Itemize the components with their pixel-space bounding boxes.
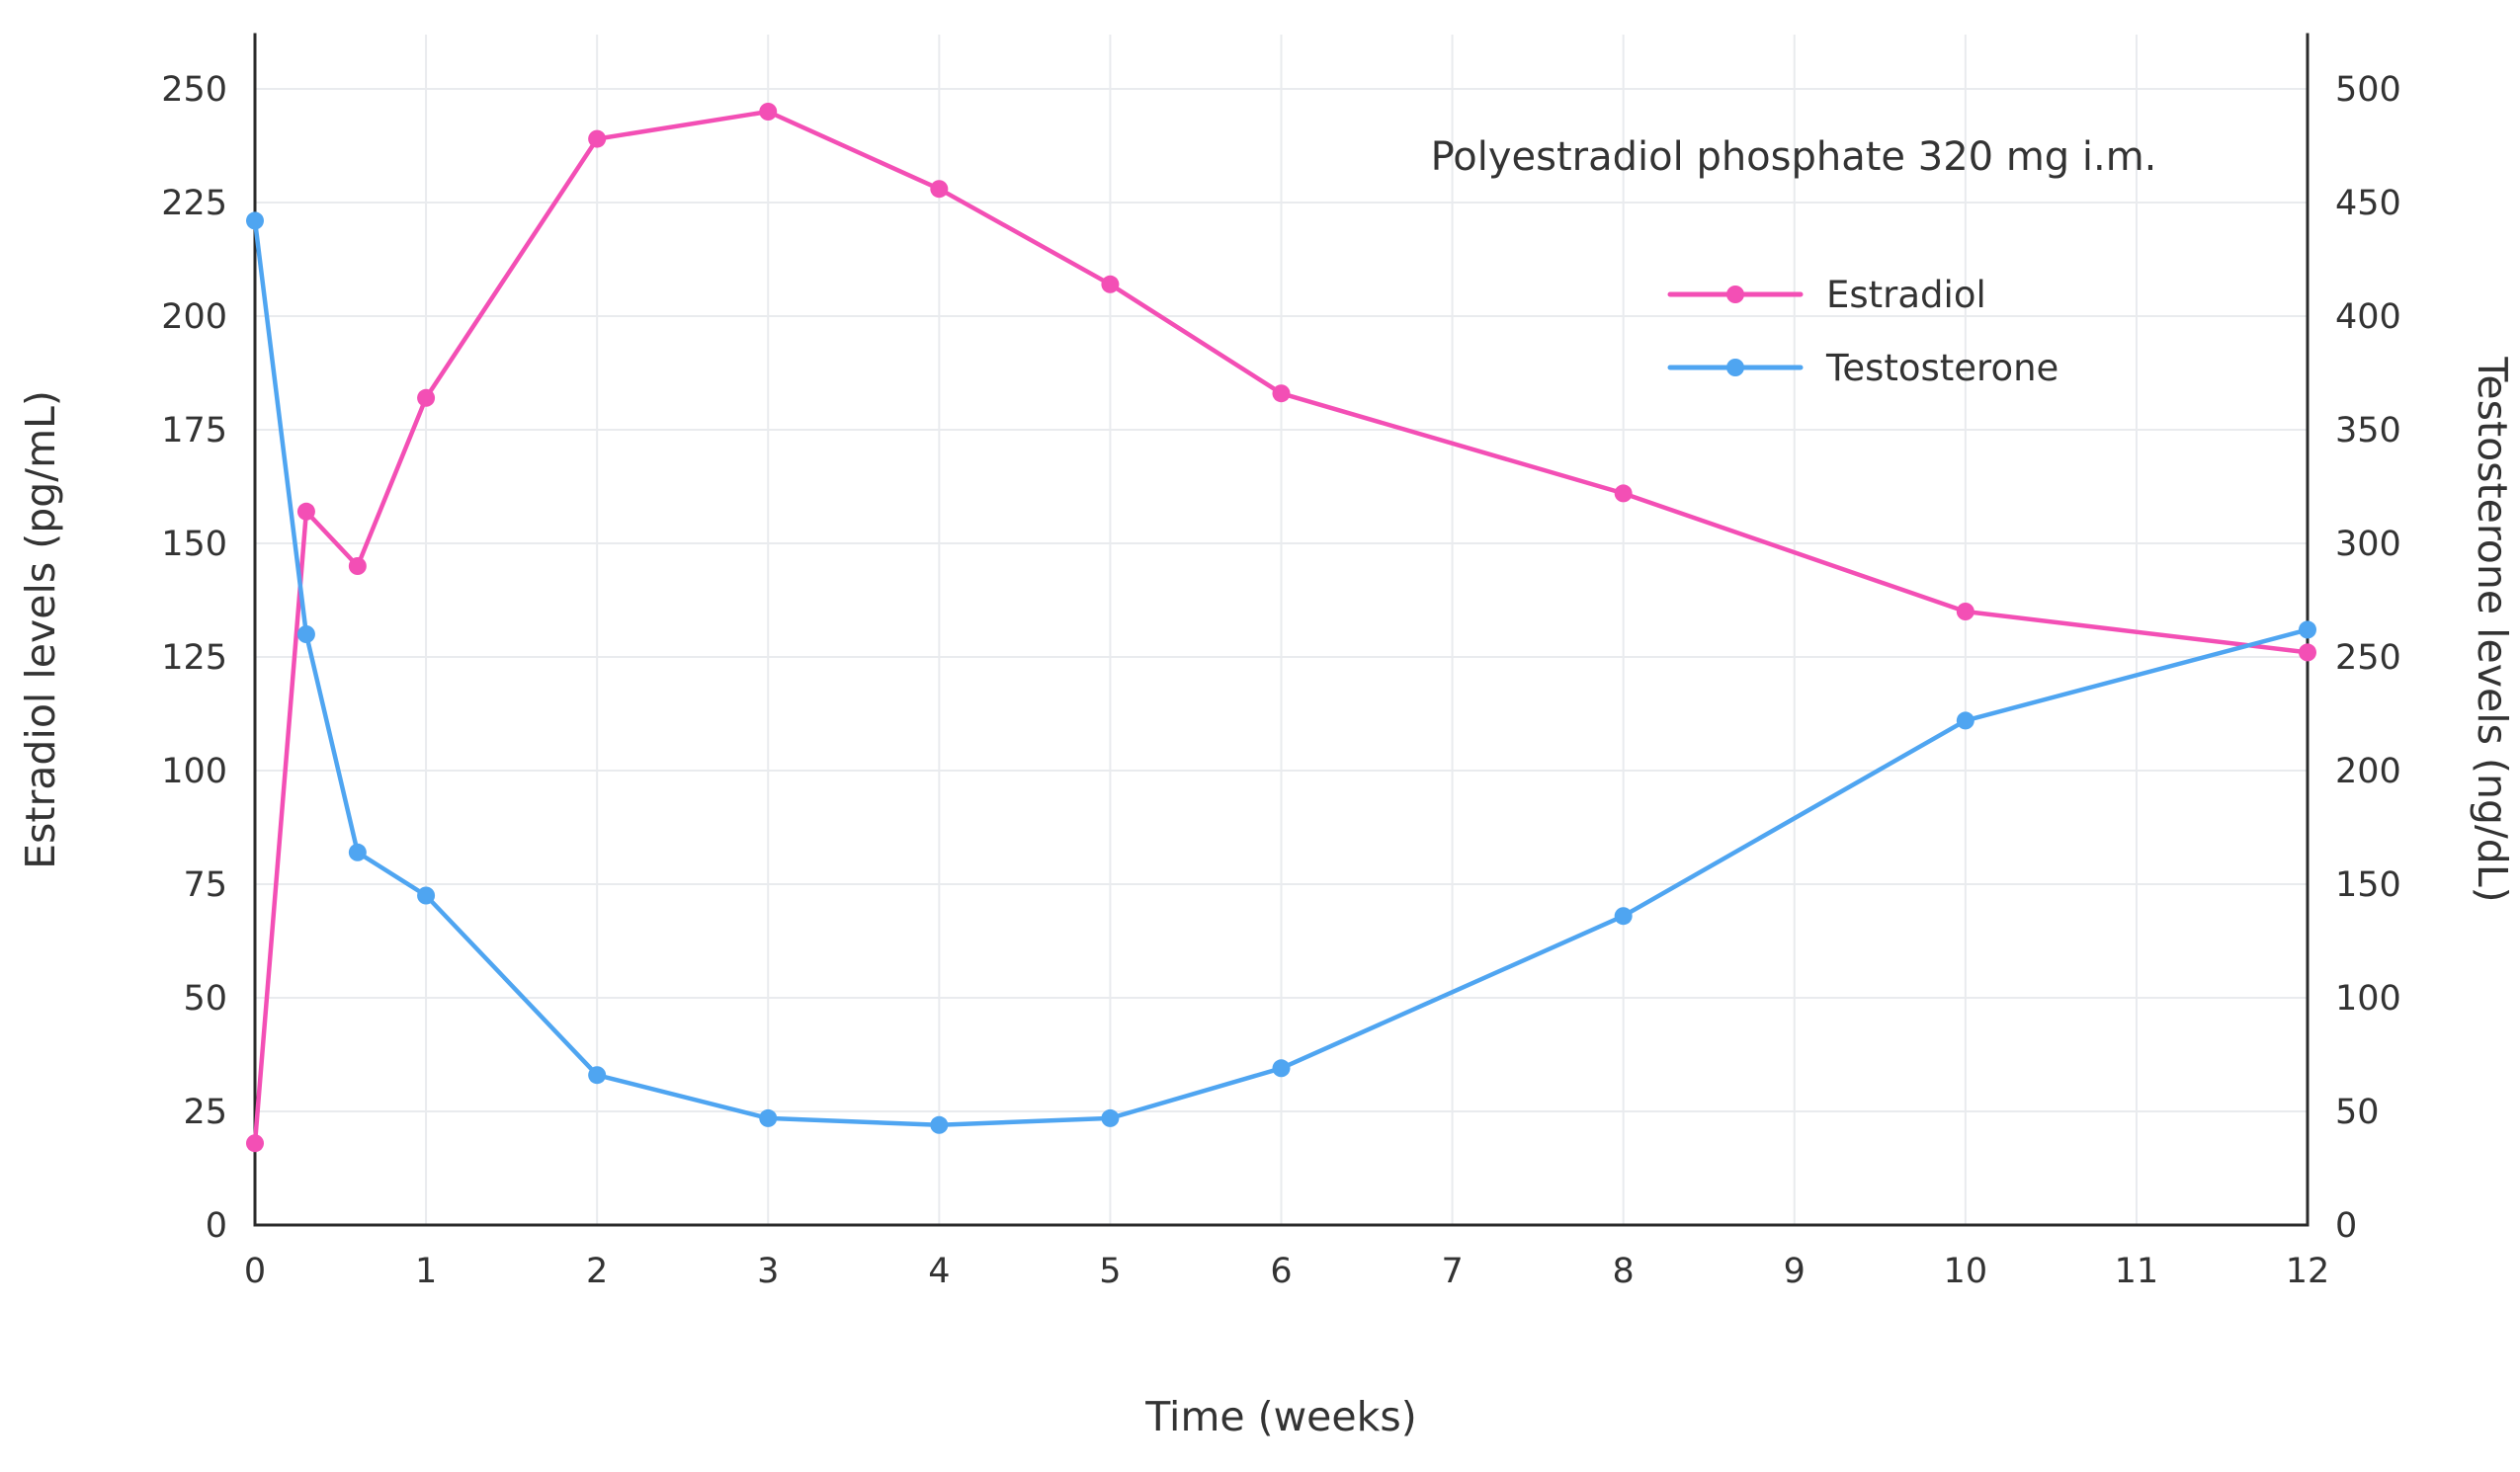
data-point-testosterone[interactable] — [2299, 620, 2316, 639]
y-left-tick-label: 0 — [206, 1206, 227, 1246]
x-tick-label: 5 — [1099, 1252, 1121, 1291]
legend-marker — [1726, 359, 1744, 376]
data-point-testosterone[interactable] — [348, 843, 367, 861]
data-point-testosterone[interactable] — [417, 886, 436, 905]
data-point-testosterone[interactable] — [1614, 907, 1633, 926]
y-right-tick-label: 100 — [2335, 979, 2401, 1019]
data-point-testosterone[interactable] — [759, 1108, 778, 1127]
legend-label: Testosterone — [1825, 347, 2058, 389]
x-tick-label: 12 — [2286, 1252, 2330, 1291]
data-point-estradiol[interactable] — [1614, 484, 1633, 503]
y-right-axis-title: Testosterone levels (ng/dL) — [2469, 356, 2516, 902]
y-left-tick-label: 50 — [183, 979, 227, 1019]
data-point-testosterone[interactable] — [588, 1066, 607, 1085]
y-left-axis-title: Estradiol levels (pg/mL) — [17, 390, 64, 869]
data-point-estradiol[interactable] — [759, 103, 778, 121]
y-left-tick-label: 225 — [161, 184, 227, 223]
data-point-testosterone[interactable] — [296, 625, 315, 643]
legend-marker — [1726, 286, 1744, 303]
y-left-tick-label: 250 — [161, 70, 227, 110]
x-axis-title: Time (weeks) — [1144, 1393, 1416, 1440]
series-line-estradiol — [252, 109, 2310, 1146]
y-right-tick-label: 300 — [2335, 525, 2401, 564]
y-left-tick-label: 75 — [183, 865, 227, 905]
data-point-estradiol[interactable] — [1956, 603, 1974, 620]
data-point-estradiol[interactable] — [348, 557, 367, 575]
legend: Estradiol Testosterone — [1667, 274, 2058, 389]
x-tick-label: 4 — [928, 1252, 950, 1291]
series-estradiol — [246, 103, 2316, 1153]
y-left-tick-label: 100 — [161, 752, 227, 791]
x-tick-label: 7 — [1441, 1252, 1463, 1291]
y-left-tick-label: 175 — [161, 411, 227, 450]
data-point-estradiol[interactable] — [246, 1134, 264, 1153]
series-testosterone — [246, 211, 2316, 1134]
y-left-tick-label: 200 — [161, 297, 227, 337]
tick-labels: 0255075100125150175200225250050100150200… — [161, 70, 2401, 1291]
legend-label: Estradiol — [1826, 274, 1986, 316]
data-point-testosterone[interactable] — [930, 1115, 949, 1134]
y-right-tick-label: 250 — [2335, 638, 2401, 678]
chart-annotation: Polyestradiol phosphate 320 mg i.m. — [1431, 134, 2157, 180]
series-line-testosterone — [252, 218, 2310, 1128]
y-left-tick-label: 125 — [161, 638, 227, 678]
data-point-testosterone[interactable] — [1101, 1108, 1120, 1127]
data-point-estradiol[interactable] — [2299, 643, 2316, 662]
legend-item-testosterone[interactable]: Testosterone — [1667, 347, 2058, 389]
data-point-testosterone[interactable] — [1272, 1059, 1291, 1078]
y-right-tick-label: 200 — [2335, 752, 2401, 791]
x-tick-label: 2 — [586, 1252, 608, 1291]
data-point-estradiol[interactable] — [296, 502, 315, 521]
data-point-estradiol[interactable] — [1272, 384, 1291, 403]
y-right-tick-label: 150 — [2335, 865, 2401, 905]
y-left-tick-label: 25 — [183, 1093, 227, 1132]
data-point-testosterone[interactable] — [246, 211, 264, 230]
x-tick-label: 6 — [1270, 1252, 1292, 1291]
y-right-tick-label: 400 — [2335, 297, 2401, 337]
x-tick-label: 11 — [2115, 1252, 2159, 1291]
y-right-tick-label: 50 — [2335, 1093, 2380, 1132]
x-tick-label: 8 — [1613, 1252, 1635, 1291]
data-point-estradiol[interactable] — [417, 388, 436, 407]
data-point-testosterone[interactable] — [1956, 711, 1974, 730]
y-right-tick-label: 0 — [2335, 1206, 2357, 1246]
y-left-tick-label: 150 — [161, 525, 227, 564]
gridlines — [254, 35, 2309, 1226]
x-tick-label: 0 — [244, 1252, 266, 1291]
x-tick-label: 1 — [415, 1252, 437, 1291]
data-point-estradiol[interactable] — [588, 129, 607, 148]
data-point-estradiol[interactable] — [930, 180, 949, 199]
data-point-estradiol[interactable] — [1101, 275, 1120, 293]
legend-item-estradiol[interactable]: Estradiol — [1667, 274, 1986, 316]
x-tick-label: 3 — [757, 1252, 779, 1291]
y-right-tick-label: 500 — [2335, 70, 2401, 110]
x-tick-label: 10 — [1944, 1252, 1988, 1291]
y-right-tick-label: 350 — [2335, 411, 2401, 450]
y-right-tick-label: 450 — [2335, 184, 2401, 223]
x-tick-label: 9 — [1784, 1252, 1806, 1291]
